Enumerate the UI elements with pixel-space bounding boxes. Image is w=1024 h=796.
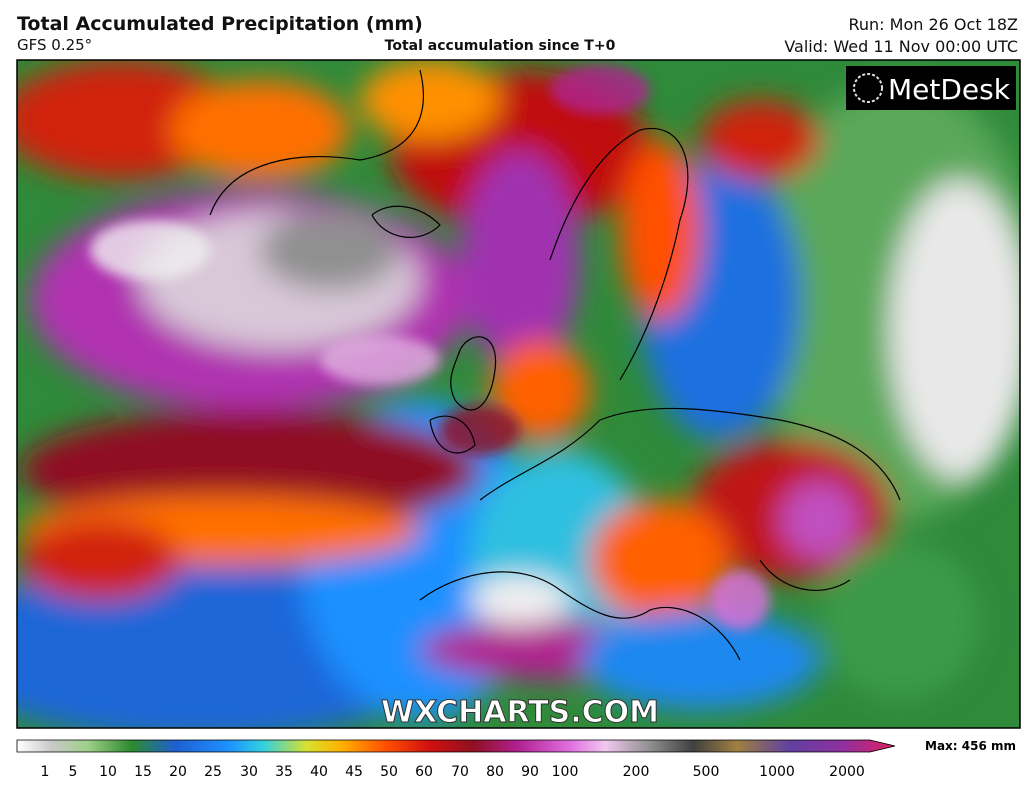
subtitle: Total accumulation since T+0	[385, 38, 616, 54]
colorbar-tick-label: 1000	[759, 764, 795, 780]
watermark: WXCHARTS.COM	[381, 695, 659, 730]
title: Total Accumulated Precipitation (mm)	[17, 13, 423, 35]
colorbar-tick-label: 200	[623, 764, 650, 780]
colorbar-tick-label: 30	[240, 764, 258, 780]
map-frame	[16, 59, 1021, 729]
colorbar-tick-label: 70	[451, 764, 469, 780]
colorbar-tick-label: 90	[521, 764, 539, 780]
colorbar-tick-label: 10	[99, 764, 117, 780]
colorbar-tick-label: 40	[310, 764, 328, 780]
valid-time: Valid: Wed 11 Nov 00:00 UTC	[784, 37, 1018, 56]
colorbar-tick-label: 25	[204, 764, 222, 780]
colorbar	[16, 739, 896, 753]
logo-box	[846, 66, 1016, 110]
max-label: Max: 456 mm	[925, 739, 1016, 753]
colorbar-ticks: 1 5 10 15 20 25 30 35 40 45 50 60 70 80 90 100 200 500 100…	[41, 764, 865, 780]
logo-icon	[853, 73, 883, 103]
colorbar-tick-label: 500	[693, 764, 720, 780]
colorbar-tick-label: 5	[69, 764, 78, 780]
colorbar-tick-label: 45	[345, 764, 363, 780]
precipitation-map	[17, 60, 1020, 728]
colorbar-tick-label: 2000	[829, 764, 865, 780]
run-time: Run: Mon 26 Oct 18Z	[849, 15, 1019, 34]
colorbar-tick-label: 1	[41, 764, 50, 780]
colorbar-tick-label: 20	[169, 764, 187, 780]
colorbar-tick-label: 80	[486, 764, 504, 780]
model: GFS 0.25°	[17, 36, 92, 54]
colorbar-tick-label: 60	[415, 764, 433, 780]
colorbar-tick-label: 100	[552, 764, 579, 780]
colorbar-tick-label: 35	[275, 764, 293, 780]
colorbar-tick-label: 15	[134, 764, 152, 780]
colorbar-tick-label: 50	[380, 764, 398, 780]
logo: MetDesk	[888, 73, 1011, 106]
